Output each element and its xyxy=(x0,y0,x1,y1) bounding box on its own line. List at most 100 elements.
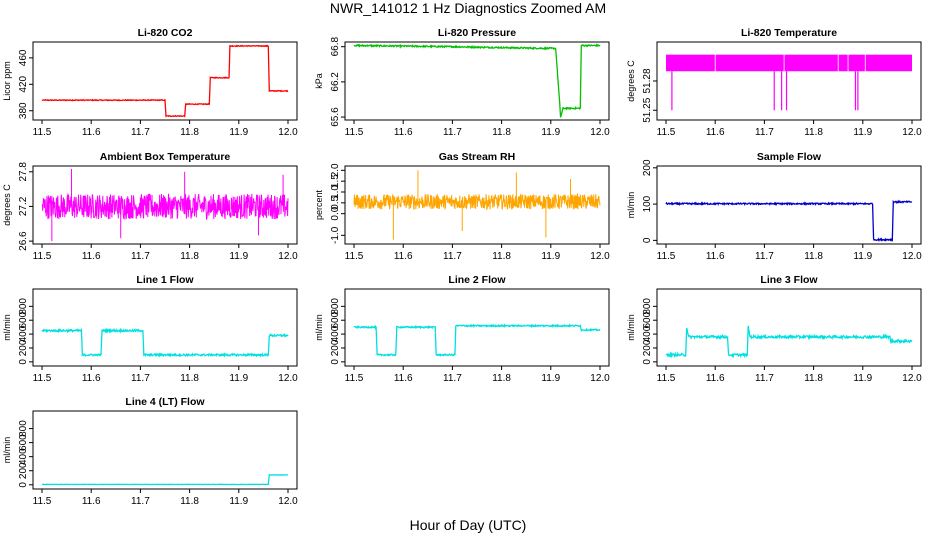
x-tick-label: 12.0 xyxy=(278,496,298,507)
data-series-line xyxy=(41,44,289,118)
x-tick-label: 11.5 xyxy=(345,373,364,384)
x-tick-label: 11.6 xyxy=(394,373,413,384)
plot-frame xyxy=(344,41,610,121)
panel-title: Gas Stream RH xyxy=(439,151,515,163)
y-tick-label: 200 xyxy=(18,339,29,356)
y-tick-label: 400 xyxy=(18,325,29,342)
y-axis-label: ml/min xyxy=(2,437,12,464)
y-tick-label: 600 xyxy=(18,434,29,451)
x-tick-label: 12.0 xyxy=(902,373,922,384)
y-axis-label: Licor ppm xyxy=(2,61,12,101)
x-tick-label: 12.0 xyxy=(902,127,922,138)
x-tick-label: 11.5 xyxy=(33,373,52,384)
y-tick-label: 400 xyxy=(18,448,29,465)
x-tick-label: 12.0 xyxy=(590,251,610,262)
y-tick-label: 380 xyxy=(18,102,29,119)
x-tick-label: 11.8 xyxy=(180,127,199,138)
plot-frame xyxy=(656,165,922,245)
y-tick-label: 27.8 xyxy=(18,162,29,182)
panel-2: Li-820 Temperature 11.5 11.6 11.7 11.8 11.9 12… xyxy=(626,27,922,138)
plot-frame xyxy=(32,41,298,121)
y-tick-label: 27.2 xyxy=(18,196,29,216)
x-tick-label: 11.9 xyxy=(541,251,560,262)
x-tick-label: 11.8 xyxy=(180,496,199,507)
panel-title: Line 1 Flow xyxy=(136,274,194,286)
x-tick-label: 11.6 xyxy=(706,251,725,262)
data-series-line xyxy=(665,199,913,242)
x-tick-label: 11.7 xyxy=(131,373,150,384)
panel-title: Ambient Box Temperature xyxy=(100,151,231,163)
y-tick-label: 420 xyxy=(18,76,29,93)
x-tick-label: 12.0 xyxy=(590,373,610,384)
panel-title: Line 4 (LT) Flow xyxy=(125,396,205,408)
y-tick-label: 0 xyxy=(642,359,653,365)
y-tick-label: 200 xyxy=(330,339,341,356)
y-tick-label: 65.6 xyxy=(330,107,341,127)
x-tick-label: 11.8 xyxy=(492,373,511,384)
x-tick-label: 11.5 xyxy=(345,127,364,138)
y-tick-label: 0.0 xyxy=(330,206,341,220)
panel-title: Line 3 Flow xyxy=(760,274,818,286)
x-tick-label: 11.7 xyxy=(443,127,462,138)
data-series-line xyxy=(41,473,289,486)
y-axis-label: percent xyxy=(314,189,324,220)
data-band xyxy=(666,54,912,72)
plot-frame xyxy=(32,165,298,245)
x-tick-label: 11.6 xyxy=(394,251,413,262)
y-tick-label: 0 xyxy=(642,237,653,243)
y-tick-label: 66.2 xyxy=(330,72,341,92)
x-tick-label: 11.9 xyxy=(853,251,872,262)
panel-title: Li-820 CO2 xyxy=(138,27,193,39)
panel-8: Line 3 Flow 11.5 11.6 11.7 11.8 11.9 12.0 0 2004… xyxy=(626,274,922,384)
x-tick-label: 11.7 xyxy=(131,251,150,262)
panel-6: Line 1 Flow 11.5 11.6 11.7 11.8 11.9 12.0 0 2004… xyxy=(2,274,298,384)
x-tick-label: 11.6 xyxy=(706,373,725,384)
x-axis-caption: Hour of Day (UTC) xyxy=(409,517,527,533)
plot-frame xyxy=(344,288,610,367)
y-tick-label: 0 xyxy=(18,359,29,365)
x-tick-label: 11.5 xyxy=(33,251,52,262)
y-tick-label: 800 xyxy=(18,298,29,315)
y-tick-label: 2.0 xyxy=(330,163,341,177)
y-tick-label: 1.0 xyxy=(330,185,341,199)
plot-frame xyxy=(656,41,922,121)
y-tick-label: -1.0 xyxy=(330,226,341,244)
plot-frame xyxy=(32,410,298,490)
panel-title: Line 2 Flow xyxy=(448,274,506,286)
data-series-line xyxy=(353,323,601,357)
y-tick-label: 800 xyxy=(18,420,29,437)
y-tick-label: 0 xyxy=(18,482,29,488)
y-axis-label: ml/min xyxy=(314,314,324,341)
data-series-line xyxy=(41,327,289,358)
x-tick-label: 11.7 xyxy=(755,127,774,138)
y-tick-label: 51.25 xyxy=(642,97,653,122)
y-axis-label: ml/min xyxy=(2,314,12,341)
x-tick-label: 11.5 xyxy=(345,251,364,262)
x-tick-label: 11.9 xyxy=(541,373,560,384)
x-tick-label: 11.7 xyxy=(131,127,150,138)
x-tick-label: 11.5 xyxy=(657,251,676,262)
panel-title: Li-820 Pressure xyxy=(438,27,516,39)
x-tick-label: 11.9 xyxy=(229,496,248,507)
y-tick-label: 200 xyxy=(642,339,653,356)
x-tick-label: 12.0 xyxy=(902,251,922,262)
y-axis-label: ml/min xyxy=(626,314,636,341)
y-tick-label: 600 xyxy=(18,311,29,328)
x-tick-label: 11.7 xyxy=(443,373,462,384)
page-title: NWR_141012 1 Hz Diagnostics Zoomed AM xyxy=(329,0,607,16)
x-tick-label: 11.6 xyxy=(706,127,725,138)
x-tick-label: 12.0 xyxy=(278,251,298,262)
x-tick-label: 11.6 xyxy=(82,496,101,507)
y-tick-label: 460 xyxy=(18,49,29,66)
y-tick-label: 0.5 xyxy=(330,195,341,209)
panel-5: Sample Flow 11.5 11.6 11.7 11.8 11.9 12.0 0 100 2… xyxy=(626,151,922,262)
x-tick-label: 11.7 xyxy=(755,251,774,262)
x-tick-label: 11.6 xyxy=(82,251,101,262)
x-tick-label: 11.9 xyxy=(229,127,248,138)
panel-1: Li-820 Pressure 11.5 11.6 11.7 11.8 11.9 12.0 6… xyxy=(314,27,610,138)
x-tick-label: 11.8 xyxy=(804,251,823,262)
y-axis-label: ml/min xyxy=(626,192,636,219)
x-tick-label: 11.6 xyxy=(82,373,101,384)
y-tick-label: 800 xyxy=(330,298,341,315)
